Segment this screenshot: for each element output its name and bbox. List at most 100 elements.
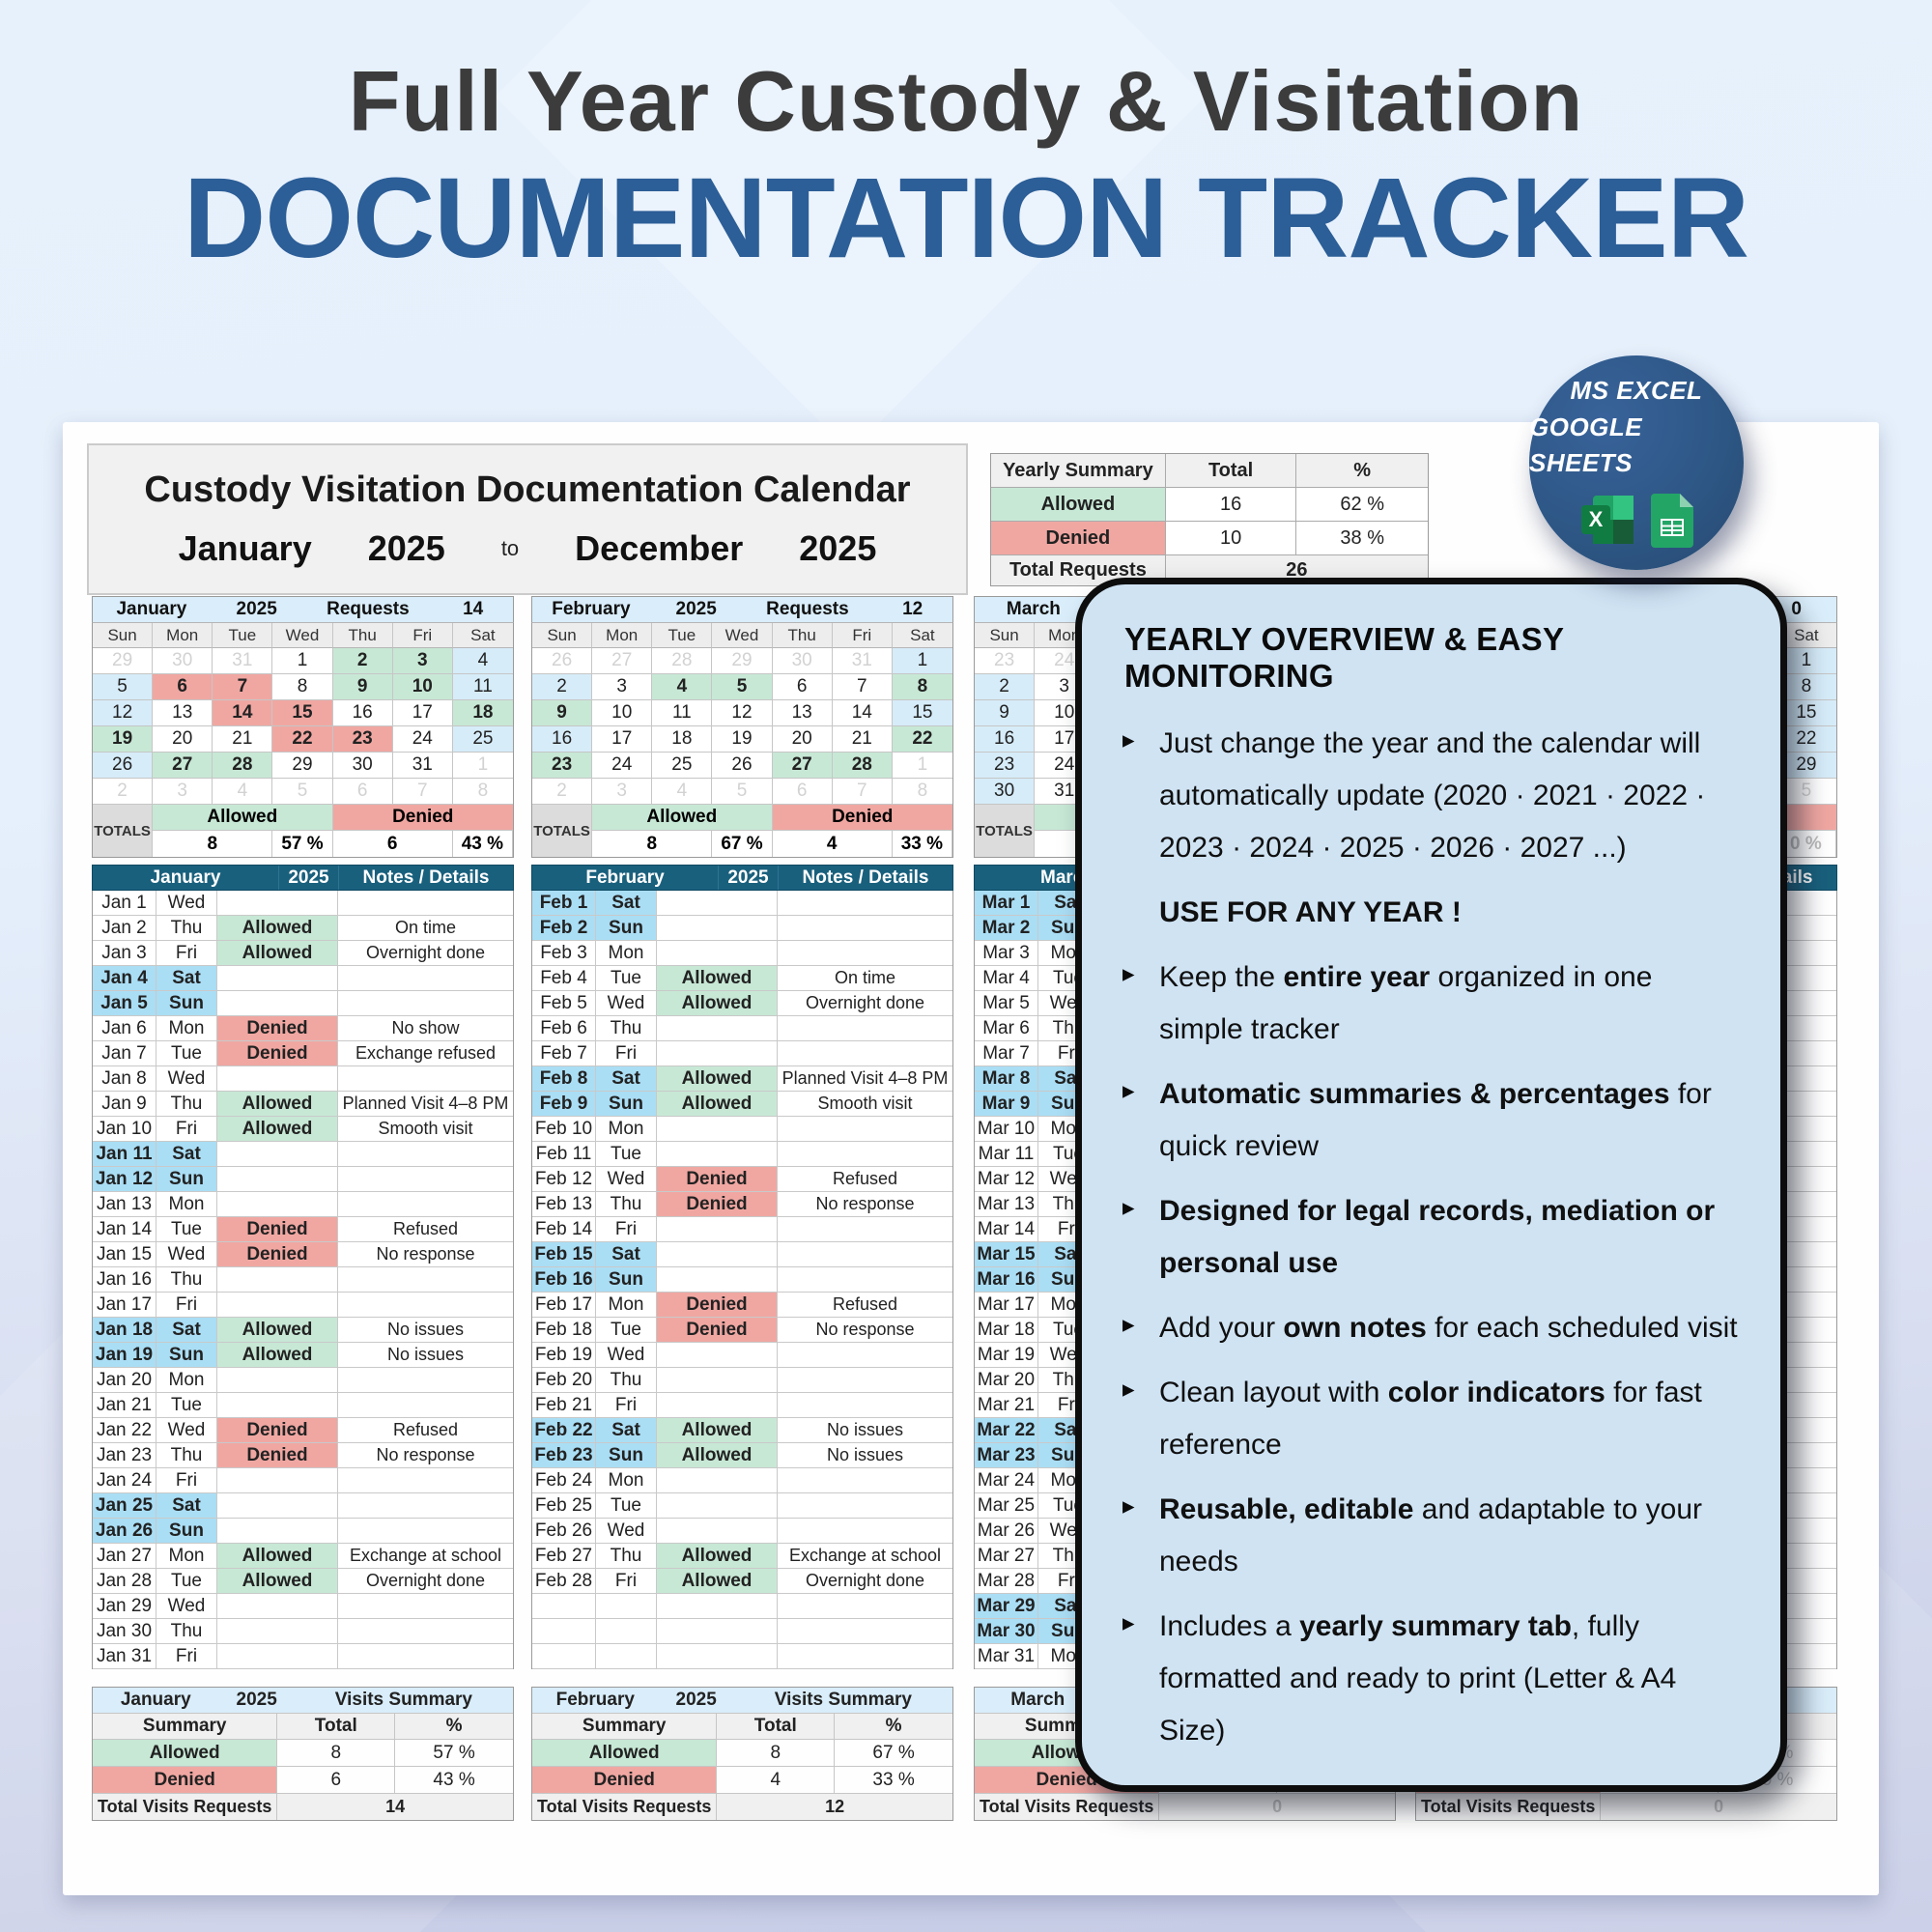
totals-denied-pct: 43 % <box>452 831 513 857</box>
log-note: No issues <box>338 1343 513 1368</box>
log-date: Mar 31 <box>975 1644 1038 1669</box>
log-note <box>778 1016 952 1041</box>
log-row: Jan 1 Wed <box>92 891 514 916</box>
calendar-day-cell: 4 <box>213 779 273 805</box>
log-note <box>338 1142 513 1167</box>
calendar-day-cell: 5 <box>272 779 333 805</box>
log-status: Denied <box>217 1016 338 1041</box>
calendar-day-cell: 26 <box>532 648 593 674</box>
log-status <box>657 1493 778 1519</box>
log-date: Jan 25 <box>93 1493 156 1519</box>
log-row <box>531 1619 953 1644</box>
requests-count: 12 <box>902 599 923 619</box>
bullet-text: , fully formatted and ready to print (Le… <box>1159 1610 1677 1747</box>
bullet-text: Reusable, editable <box>1159 1493 1414 1525</box>
log-date: Mar 14 <box>975 1217 1038 1242</box>
log-date: Mar 12 <box>975 1167 1038 1192</box>
log-note <box>338 1393 513 1418</box>
total-visits-label: Total Visits Requests <box>975 1794 1160 1820</box>
log-notes-label: Notes / Details <box>802 867 929 888</box>
log-date: Mar 2 <box>975 916 1038 941</box>
mini-year: 2025 <box>236 599 277 619</box>
log-row: Jan 15 Wed Denied No response <box>92 1242 514 1267</box>
log-date: Jan 13 <box>93 1192 156 1217</box>
log-weekday: Wed <box>156 1418 217 1443</box>
sheet-date-range: January 2025 to December 2025 <box>89 528 966 569</box>
log-date: Jan 29 <box>93 1594 156 1619</box>
yearly-allowed-row: Allowed 16 62 % <box>991 488 1428 522</box>
calendar-day-cell: 31 <box>832 648 893 674</box>
day-name: Sat <box>452 623 513 648</box>
range-to-month: December <box>575 528 744 568</box>
log-row: Feb 24 Mon <box>531 1468 953 1493</box>
feature-bullet: Automatic summaries & percentages for qu… <box>1122 1068 1738 1173</box>
log-status <box>217 1192 338 1217</box>
calendar-day-cell: 13 <box>772 700 833 726</box>
log-weekday: Tue <box>596 966 657 991</box>
log-status <box>657 1041 778 1066</box>
log-note <box>338 1293 513 1318</box>
log-note: Planned Visit 4–8 PM <box>338 1092 513 1117</box>
log-weekday: Fri <box>596 1569 657 1594</box>
log-weekday: Fri <box>156 941 217 966</box>
log-note: Refused <box>338 1217 513 1242</box>
calendar-day-cell: 6 <box>332 779 393 805</box>
log-row: Jan 7 Tue Denied Exchange refused <box>92 1041 514 1066</box>
log-note <box>778 1468 952 1493</box>
calendar-day-cell: 31 <box>392 753 453 779</box>
log-note <box>338 966 513 991</box>
log-status <box>657 1142 778 1167</box>
calendar-day-cell: 29 <box>712 648 773 674</box>
bullet-text: yearly summary tab <box>1299 1610 1572 1642</box>
log-weekday: Sun <box>596 1092 657 1117</box>
log-status: Denied <box>657 1167 778 1192</box>
log-status <box>657 1217 778 1242</box>
log-row: Jan 24 Fri <box>92 1468 514 1493</box>
log-row: Feb 14 Fri <box>531 1217 953 1242</box>
totals-allowed-count: 8 <box>592 831 713 857</box>
log-date: Jan 28 <box>93 1569 156 1594</box>
log-weekday: Fri <box>156 1644 217 1669</box>
log-weekday: Sun <box>156 1167 217 1192</box>
log-date: Mar 1 <box>975 891 1038 916</box>
day-name: Fri <box>392 623 453 648</box>
log-date: Mar 5 <box>975 991 1038 1016</box>
log-date: Mar 19 <box>975 1343 1038 1368</box>
log-note <box>338 991 513 1016</box>
log-note <box>778 1393 952 1418</box>
log-weekday: Mon <box>596 1468 657 1493</box>
feature-bullet: Just change the year and the calendar wi… <box>1122 718 1738 874</box>
summary-month-name: March <box>975 1688 1101 1714</box>
summary-total-row: Total Visits Requests 0 <box>1416 1794 1836 1820</box>
feature-callout-card: YEARLY OVERVIEW & EASY MONITORING Just c… <box>1075 578 1787 1792</box>
log-weekday: Mon <box>596 1293 657 1318</box>
log-row: Jan 27 Mon Allowed Exchange at school <box>92 1544 514 1569</box>
feature-bullet: Reusable, editable and adaptable to your… <box>1122 1484 1738 1588</box>
range-to-word: to <box>500 536 520 560</box>
log-note <box>338 1519 513 1544</box>
log-date: Jan 19 <box>93 1343 156 1368</box>
google-sheets-icon <box>1651 494 1693 553</box>
summary-denied-label: Denied <box>93 1767 278 1794</box>
summary-allowed-label: Allowed <box>93 1740 278 1767</box>
log-note: Overnight done <box>338 1569 513 1594</box>
summary-allowed-total: 8 <box>717 1740 836 1767</box>
calendar-day-cell: 8 <box>452 779 513 805</box>
log-row: Feb 25 Tue <box>531 1493 953 1519</box>
log-status <box>217 1468 338 1493</box>
log-note: Exchange at school <box>778 1544 952 1569</box>
log-status: Allowed <box>657 1092 778 1117</box>
calendar-day-cell: 3 <box>592 779 653 805</box>
log-status <box>657 1468 778 1493</box>
pct-col-label: % <box>395 1714 513 1740</box>
log-row: Feb 9 Sun Allowed Smooth visit <box>531 1092 953 1117</box>
day-name: Thu <box>772 623 833 648</box>
log-date: Mar 3 <box>975 941 1038 966</box>
month-column: January 2025 Requests 14 Sun Mon Tue Wed Thu Fri S… <box>92 596 514 1821</box>
yearly-allowed-pct: 62 % <box>1296 488 1428 522</box>
log-row: Feb 8 Sat Allowed Planned Visit 4–8 PM <box>531 1066 953 1092</box>
log-status: Allowed <box>657 1443 778 1468</box>
calendar-day-cell: 14 <box>832 700 893 726</box>
calendar-day-cell: 30 <box>332 753 393 779</box>
